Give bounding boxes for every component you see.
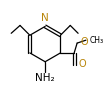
Text: N: N (41, 13, 49, 23)
Text: O: O (78, 59, 86, 69)
Text: NH₂: NH₂ (35, 73, 55, 83)
Text: O: O (80, 37, 88, 47)
Text: CH₃: CH₃ (90, 36, 104, 45)
